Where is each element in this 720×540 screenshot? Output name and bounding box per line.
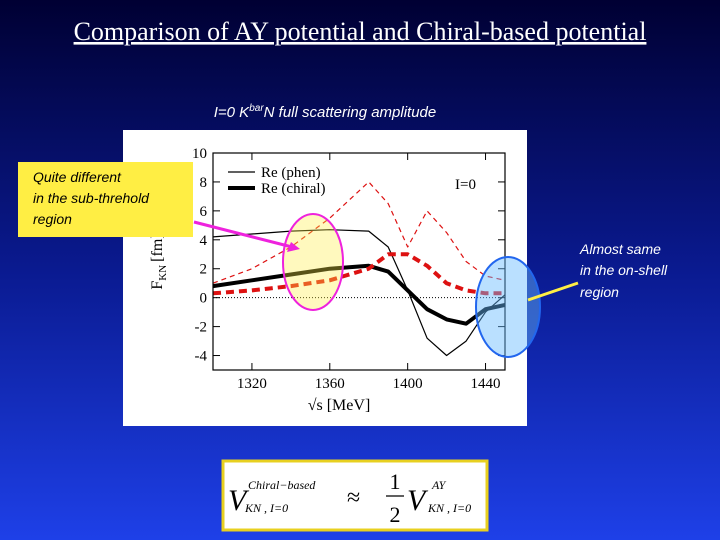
arrow — [193, 220, 293, 249]
formula-sub: KN , I=0 — [427, 501, 471, 515]
y-tick-label: -4 — [195, 349, 208, 365]
plot-frame — [212, 152, 506, 371]
formula-v: V — [407, 484, 429, 517]
formula-num: 1 — [390, 469, 401, 494]
subtitle: I=0 KbarN full scattering amplitude — [214, 103, 437, 121]
formula-den: 2 — [390, 502, 401, 527]
note-line: in the on-shell — [580, 262, 668, 278]
y-label-sub: KN — [157, 265, 169, 281]
formula-sup: AY — [431, 478, 447, 492]
note-line: Almost same — [579, 241, 661, 257]
y-tick-label: 4 — [200, 233, 208, 249]
note-box — [18, 162, 193, 237]
x-tick-label: 1440 — [471, 376, 501, 392]
note-line: region — [33, 211, 72, 227]
note-right: Almost same in the on-shell region — [579, 241, 671, 300]
arrow-head — [287, 242, 300, 252]
x-tick-label: 1320 — [237, 376, 267, 392]
series-line — [212, 181, 506, 284]
formula-v: V — [228, 484, 250, 517]
y-tick-label: 6 — [200, 204, 208, 220]
series-line — [212, 252, 505, 296]
plot: -4 -2 0 2 4 6 8 10 1320 1360 1400 1440 Re (phen)Re (… — [149, 146, 506, 414]
legend-label: Re (chiral) — [261, 181, 326, 197]
x-tick-label: 1360 — [315, 376, 345, 392]
x-tick-label: 1400 — [393, 376, 423, 392]
note-line: Quite different — [33, 169, 122, 185]
slide-title: Comparison of AY potential and Chiral-ba… — [74, 17, 647, 46]
subtitle-pre: I=0 K — [214, 104, 250, 121]
y-tick-label: 0 — [200, 291, 208, 307]
note-left: Quite different in the sub-threhold regi… — [33, 169, 153, 227]
highlight-right — [475, 256, 541, 358]
annotation: I=0 — [455, 177, 476, 193]
note-line: region — [580, 284, 619, 300]
y-tick-label: 8 — [200, 175, 208, 191]
y-axis-label: FKN [fm] — [149, 233, 169, 289]
highlight-left — [282, 213, 344, 311]
series-line — [212, 229, 506, 357]
x-axis-label: √s [MeV] — [308, 397, 371, 414]
y-label-unit: [fm] — [149, 233, 166, 261]
formula-box — [221, 459, 489, 532]
formula-approx: ≈ — [347, 485, 360, 511]
subtitle-sup: bar — [249, 103, 264, 114]
legend-label: Re (phen) — [261, 165, 321, 181]
formula: V Chiral−based KN , I=0 ≈ 1 2 V AY KN , … — [228, 469, 471, 527]
y-label-main: F — [149, 281, 166, 290]
note-line: in the sub-threhold — [33, 190, 150, 206]
y-tick-label: -2 — [195, 320, 208, 336]
subtitle-post: N full scattering amplitude — [264, 104, 437, 121]
pointer — [527, 281, 579, 302]
formula-sub: KN , I=0 — [244, 501, 288, 515]
formula-sup: Chiral−based — [248, 478, 316, 492]
y-tick-label: 10 — [192, 146, 207, 162]
y-tick-label: 2 — [200, 262, 208, 278]
